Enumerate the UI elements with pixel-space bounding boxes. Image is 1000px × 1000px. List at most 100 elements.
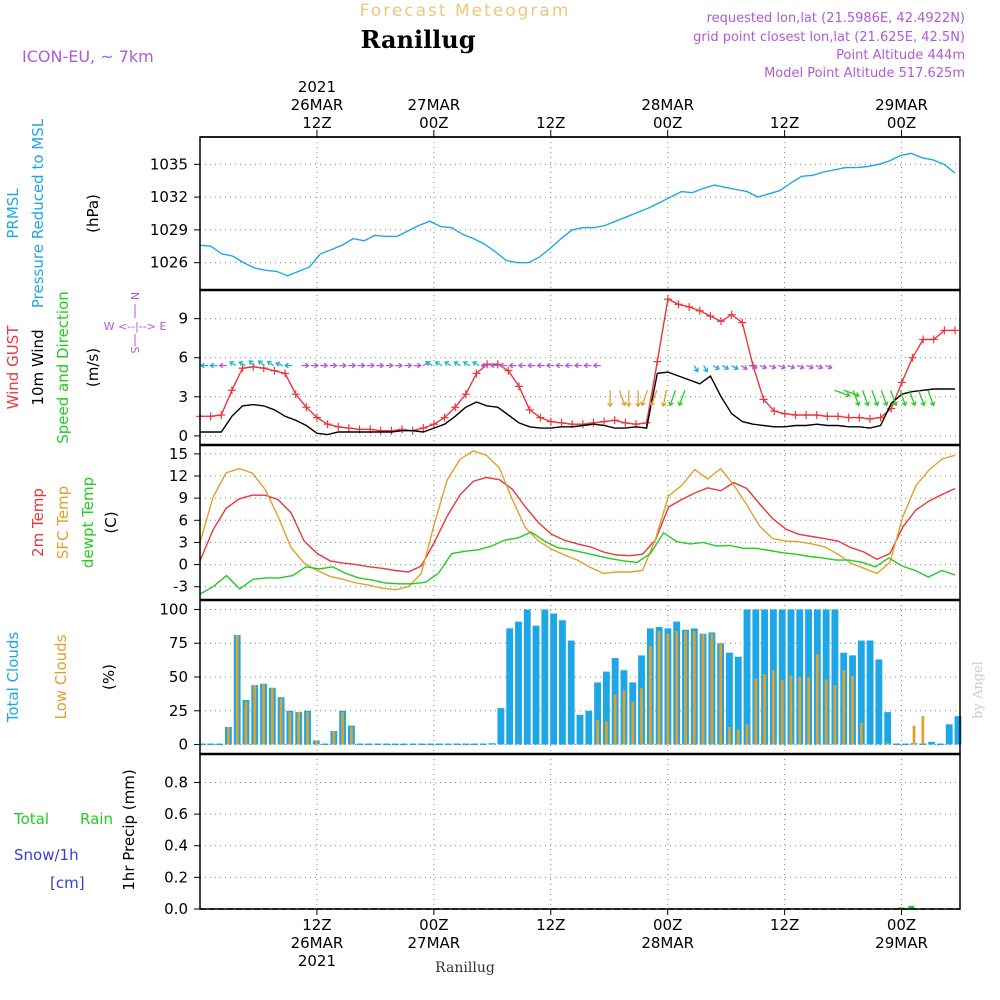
temperature-frame [199,444,961,601]
low-cloud-bar [736,729,740,745]
total-cloud-bar [558,620,566,745]
wind-arrow-head [462,360,468,366]
precip-legend-snow: Snow/1h [14,846,79,864]
footer-location: Ranillug [435,960,495,976]
y-tick-label: 25 [169,702,188,720]
low-cloud-bar [798,677,802,745]
low-cloud-bar [631,701,635,745]
wind-arrow-head [444,360,450,366]
wind-arrow [258,360,265,367]
wind-arrow-head [342,362,347,369]
total-cloud-bar [752,609,760,745]
location-title: Ranillug [360,25,475,54]
panels: 1026 1029 1032 1035 PRMSL Pressure Reduced to… [4,118,962,918]
total-cloud-bar [875,659,883,745]
low-cloud-bar [279,698,283,745]
y-tick-label: -3 [173,578,188,596]
wind-arrow-head [248,360,254,366]
y-tick-label: 100 [159,600,188,618]
total-cloud-bar [365,743,373,746]
y-axis-label: Speed and Direction [54,291,72,444]
low-cloud-bar [780,679,784,745]
wind-arrow [267,360,274,367]
series-prmsl [199,152,956,277]
wind-arrow [852,390,860,406]
total-cloud-bar [506,628,514,745]
y-axis-label: 2m Temp [29,488,47,557]
series-sfc-temp [199,450,956,591]
total-cloud-bar [778,609,786,745]
wind-arrow [731,364,739,370]
y-axis-unit: (hPa) [84,194,102,233]
low-cloud-bar [640,687,643,745]
wind-arrow-head [661,402,667,408]
wind-arrow [248,360,256,367]
total-cloud-bar [866,640,874,745]
compass-s: S [128,347,141,354]
y-tick-label: 12 [169,467,188,485]
low-cloud-bar [824,679,828,745]
total-cloud-bar [523,609,531,745]
wind-arrow-head [417,362,422,369]
low-cloud-bar [244,701,248,745]
wind-arrow-head [389,362,394,369]
y-axis-label: PRMSL [4,188,22,239]
wind-arrow-head [332,362,338,369]
total-cloud-bar [857,640,865,745]
bottom-tick-label: 12Z [302,916,331,934]
watermark: by Angel [971,661,986,719]
wind-arrow [454,361,461,367]
low-cloud-bar [648,645,652,745]
wind-arrow [703,365,708,372]
wind-arrow-head [799,364,805,370]
series-10m-wind [200,371,955,436]
total-cloud-bar [471,743,478,746]
y-tick-label: 75 [169,634,188,652]
wind-arrow-head [625,402,632,408]
wind-arrow-head [218,362,224,369]
top-tick-label: 00Z [419,114,448,132]
bottom-tick-2: 12Z [536,916,565,934]
low-cloud-bar [253,685,257,745]
wind-arrow-head [527,362,532,369]
bottom-tick-label: 27MAR [407,934,460,952]
wind-arrow-head [920,401,926,407]
total-cloud-bar [435,743,443,746]
low-cloud-bar [622,690,626,745]
wind-arrow [843,389,860,397]
total-cloud-bar [831,609,839,745]
bottom-tick-label: 26MAR [291,934,344,952]
low-cloud-bar [262,683,265,745]
low-cloud-bar [297,712,301,745]
low-cloud-bar [728,726,731,745]
low-cloud-bar [719,643,723,745]
total-cloud-bar [444,743,452,746]
bottom-tick-label: 12Z [770,916,799,934]
low-cloud-bar [710,633,714,745]
low-cloud-bar [314,740,318,745]
temperature-panel: -3 0 3 6 9 12 15 2m Temp SFC Temp dewpt Temp (C) [29,443,961,601]
wind-arrow-head [229,360,235,366]
y-tick-label: 0 [178,736,188,754]
total-cloud-bar [726,652,733,745]
wind-arrow-head [809,364,815,370]
y-axis-label: 1hr Precip (mm) [120,769,138,890]
total-cloud-bar [391,743,399,746]
wind-arrow-head [724,365,730,371]
wind-arrow-head [873,401,880,407]
y-tick-label: 9 [178,489,188,507]
low-cloud-bar [921,716,925,745]
wind-arrow-head [790,364,796,370]
wind-arrow-head [555,362,560,369]
wind-arrow-head [818,364,824,370]
y-axis-label: Wind GUST [4,325,22,410]
wind-arrow [908,390,916,406]
wind-arrow-head [864,401,870,407]
compass-axis: W <--|--> E [104,320,167,333]
total-cloud-bar [884,712,892,745]
wind-arrow-head [508,362,514,369]
wind-arrow-head [693,367,699,373]
